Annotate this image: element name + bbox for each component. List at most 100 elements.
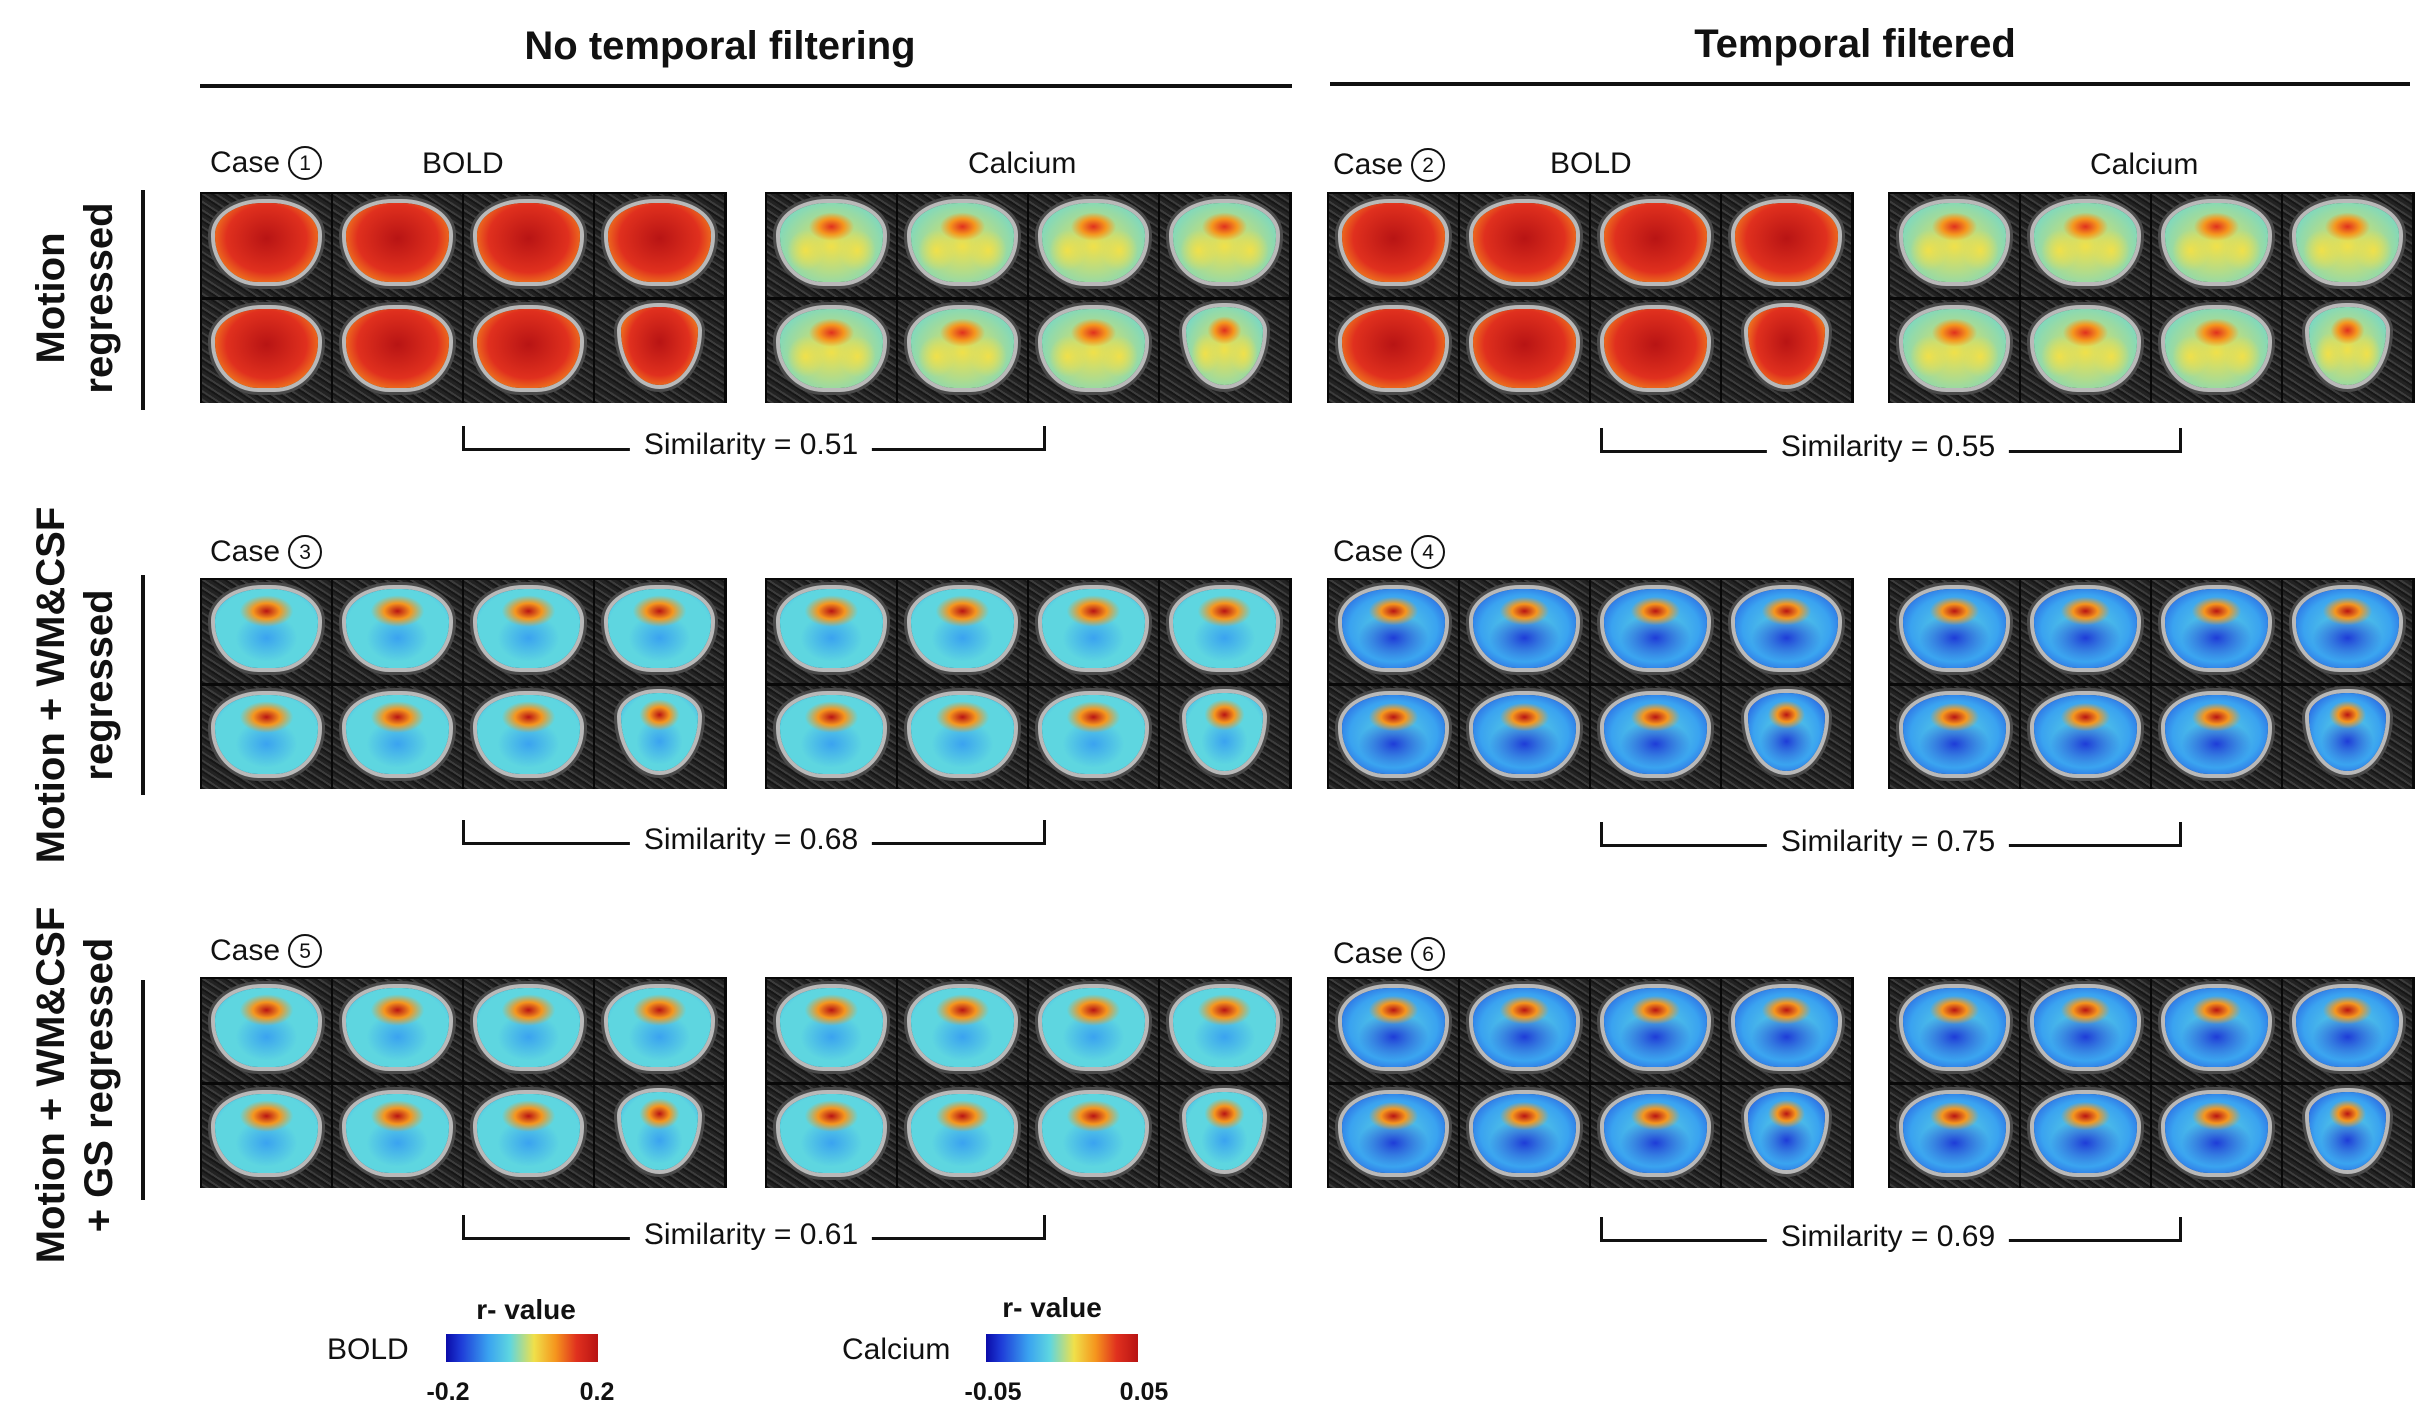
activation-map [214,1094,319,1173]
activation-map [476,988,581,1067]
brain-slice [1029,194,1158,297]
calcium-panel-case-1 [765,192,1292,403]
activation-map [476,203,581,282]
brain-slice [767,1085,896,1188]
row-label-motion-wmcsf: Motion + WM&CSF regressed [27,507,123,864]
brain-slice [202,580,331,683]
activation-map [2164,1094,2269,1173]
similarity-label-4: Similarity = 0.75 [1766,825,2010,859]
bold-panel-case-5 [200,977,727,1188]
brain-slice [2152,300,2281,403]
brain-slice [202,686,331,789]
row-rule-1 [141,190,145,410]
activation-map [2164,589,2269,668]
activation-map [1041,695,1146,774]
brain-slice [767,979,896,1082]
colorbar-title-bold: r- value [476,1294,576,1325]
brain-slice [767,194,896,297]
brain-slice [767,300,896,403]
activation-map [607,589,712,668]
brain-slice [1722,300,1851,403]
activation-map [345,309,450,388]
activation-map [607,203,712,282]
row-rule-3 [141,980,145,1200]
modality-label-calcium-1: Calcium [968,147,1077,180]
activation-map [1472,309,1577,388]
brain-slice [898,686,1027,789]
activation-map [214,203,319,282]
activation-map [1603,309,1708,388]
colorbar-calcium [986,1334,1138,1362]
activation-map [2033,309,2138,388]
modality-label-bold-1: BOLD [422,147,504,180]
activation-map [214,695,319,774]
brain-slice [464,194,593,297]
activation-map [214,988,319,1067]
activation-map [1902,1094,2007,1173]
case-word: Case [1333,937,1404,970]
brain-slice [1591,1085,1720,1188]
activation-map [476,309,581,388]
brain-slice [1329,979,1458,1082]
colorbar-title-calcium: r- value [1002,1292,1102,1323]
brain-slice [2283,300,2412,403]
activation-map [1341,695,1446,774]
case-word: Case [210,535,281,568]
brain-slice [202,194,331,297]
case-label-5: Case 5 [210,934,323,968]
brain-slice [202,1085,331,1188]
brain-slice [464,1085,593,1188]
activation-map [214,589,319,668]
case-word: Case [1333,148,1404,181]
brain-slice [898,580,1027,683]
brain-slice [898,1085,1027,1188]
brain-slice [1890,979,2019,1082]
activation-map [1603,1094,1708,1173]
case-label-4: Case 4 [1333,535,1446,569]
activation-map [910,309,1015,388]
activation-map [2033,589,2138,668]
activation-map [2033,203,2138,282]
brain-slice [333,1085,462,1188]
brain-slice [1591,580,1720,683]
brain-slice [1160,300,1289,403]
row-label-line: Motion + WM&CSF [29,906,73,1264]
brain-slice [2021,1085,2150,1188]
brain-slice [333,300,462,403]
case-label-3: Case 3 [210,535,323,569]
activation-map [1902,695,2007,774]
activation-map [1041,988,1146,1067]
column-title-temporal-filtered: Temporal filtered [1694,22,2016,66]
brain-slice [333,194,462,297]
case-label-1: Case 1 [210,146,323,180]
activation-map [910,695,1015,774]
activation-map [620,307,699,386]
brain-slice [595,686,724,789]
brain-slice [2152,1085,2281,1188]
brain-slice [333,979,462,1082]
brain-slice [2283,580,2412,683]
similarity-label-3: Similarity = 0.68 [629,823,873,857]
case-number: 3 [288,535,323,569]
activation-map [910,203,1015,282]
calcium-panel-case-3 [765,578,1292,789]
brain-slice [2021,979,2150,1082]
brain-slice [2021,194,2150,297]
brain-slice [464,979,593,1082]
activation-map [607,988,712,1067]
brain-slice [1591,979,1720,1082]
brain-slice [1722,1085,1851,1188]
activation-map [779,309,884,388]
brain-slice [2152,979,2281,1082]
activation-map [620,693,699,772]
activation-map [1041,203,1146,282]
calcium-panel-case-6 [1888,977,2415,1188]
brain-slice [1460,686,1589,789]
brain-slice [1460,580,1589,683]
brain-slice [1722,194,1851,297]
activation-map [1747,693,1826,772]
brain-slice [1329,1085,1458,1188]
colorbar-min-calcium: -0.05 [964,1378,1022,1406]
activation-map [345,988,450,1067]
row-rule-2 [141,575,145,795]
